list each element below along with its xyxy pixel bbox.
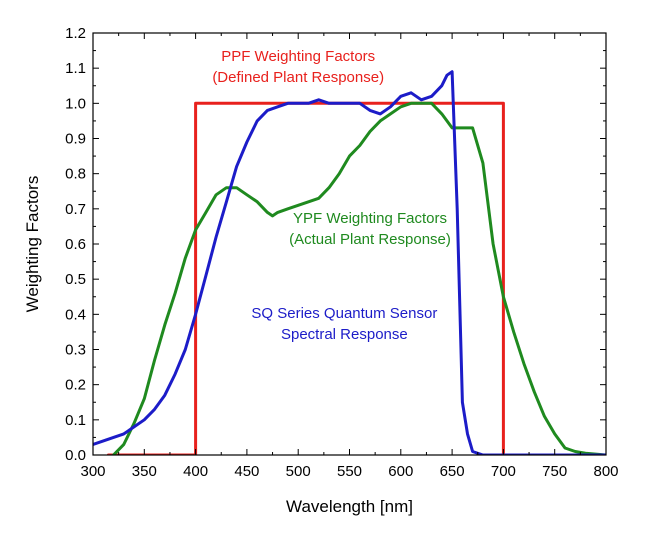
y-tick-label: 0.8	[65, 166, 86, 183]
x-tick-label: 800	[593, 463, 618, 480]
series-layer	[93, 70, 606, 455]
y-tick-label: 1.0	[65, 95, 86, 112]
y-tick-label: 0.4	[65, 306, 86, 323]
series-line-ppf	[106, 101, 606, 455]
series-line-sq	[93, 70, 606, 455]
y-axis-title: Weighting Factors	[23, 176, 42, 313]
y-tick-label: 0.6	[65, 236, 86, 253]
x-tick-label: 350	[132, 463, 157, 480]
annotation-label: Spectral Response	[281, 326, 408, 343]
x-axis-title: Wavelength [nm]	[286, 497, 413, 516]
x-tick-label: 300	[80, 463, 105, 480]
y-tick-label: 0.7	[65, 201, 86, 218]
annotation-label: (Defined Plant Response)	[212, 69, 384, 86]
annotation-label: YPF Weighting Factors	[293, 210, 447, 227]
x-tick-label: 400	[183, 463, 208, 480]
y-tick-label: 1.1	[65, 60, 86, 77]
y-tick-label: 0.0	[65, 447, 86, 464]
annotations: PPF Weighting Factors (Defined Plant Resp…	[212, 48, 451, 343]
x-tick-label: 600	[388, 463, 413, 480]
annotation-label: PPF Weighting Factors	[221, 48, 375, 65]
y-tick-label: 0.1	[65, 412, 86, 429]
x-tick-label: 650	[440, 463, 465, 480]
x-tick-label: 750	[542, 463, 567, 480]
annotation-label: (Actual Plant Response)	[289, 231, 451, 248]
x-tick-label: 550	[337, 463, 362, 480]
annotation-label: SQ Series Quantum Sensor	[251, 305, 437, 322]
y-tick-label: 1.2	[65, 25, 86, 42]
y-tick-label: 0.3	[65, 342, 86, 359]
y-tick-label: 0.5	[65, 271, 86, 288]
x-tick-label: 500	[286, 463, 311, 480]
x-tick-label: 450	[234, 463, 259, 480]
ticks-layer: 300 350 400 450 500 550 600 650 700 750 800 0.0 0.1 0…	[65, 25, 618, 480]
y-tick-label: 0.9	[65, 131, 86, 148]
series-line-ypf	[112, 101, 606, 455]
y-tick-label: 0.2	[65, 377, 86, 394]
x-tick-label: 700	[491, 463, 516, 480]
